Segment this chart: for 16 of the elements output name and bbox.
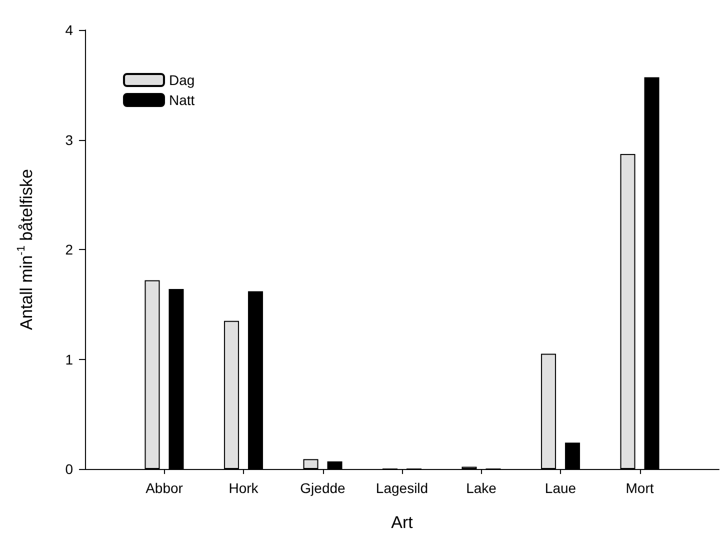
y-tick-label: 2 xyxy=(65,242,74,258)
y-tick-label: 4 xyxy=(65,22,74,38)
x-tick-label: Hork xyxy=(228,480,260,496)
x-tick-label: Gjedde xyxy=(300,480,346,496)
x-tick-label: Lake xyxy=(466,480,497,496)
x-tick-label: Abbor xyxy=(146,480,184,496)
x-tick-label: Laue xyxy=(544,480,576,496)
x-tick-label: Mort xyxy=(626,480,654,496)
y-tick-label: 1 xyxy=(65,351,74,368)
x-axis-title: Art xyxy=(391,513,414,532)
y-tick-label: 0 xyxy=(65,461,74,477)
y-tick-label: 3 xyxy=(65,132,74,148)
x-tick-label: Lagesild xyxy=(376,480,428,496)
legend-label: Dag xyxy=(169,72,195,88)
y-axis-title: Antall min-1 båtelfiske xyxy=(16,169,36,330)
legend-label: Natt xyxy=(169,92,195,108)
